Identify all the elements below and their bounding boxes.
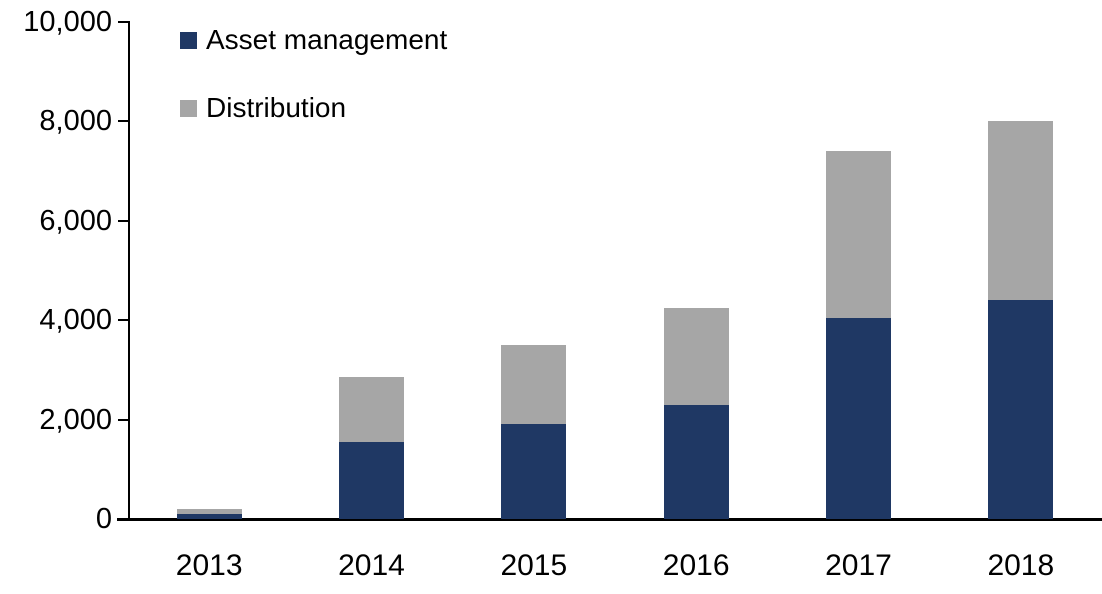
- legend-entry-distribution: Distribution: [180, 91, 447, 125]
- x-axis-label: 2016: [662, 549, 730, 582]
- y-axis-label: 6,000: [39, 204, 112, 237]
- x-axis-label: 2013: [175, 549, 243, 582]
- y-axis-label: 2,000: [39, 403, 112, 436]
- bar-segment-distribution-2013: [176, 509, 242, 515]
- y-axis-tick: [118, 319, 128, 321]
- y-axis-line: [128, 21, 130, 521]
- legend: Asset management Distribution: [180, 23, 447, 125]
- y-axis-tick: [118, 20, 128, 23]
- legend-swatch-distribution-icon: [180, 99, 197, 117]
- x-axis-label: 2015: [500, 549, 568, 582]
- x-axis-line: [117, 518, 1102, 521]
- bar-segment-distribution-2018: [988, 121, 1054, 301]
- bar-segment-asset-management-2017: [826, 317, 891, 519]
- y-axis-label: 8,000: [39, 105, 112, 137]
- y-axis-tick: [118, 120, 128, 122]
- bar-segment-asset-management-2018: [988, 300, 1054, 519]
- bar-segment-distribution-2014: [339, 377, 404, 442]
- bar-segment-asset-management-2013: [176, 514, 242, 519]
- y-axis-label: 10,000: [23, 5, 112, 38]
- y-axis-label: 4,000: [39, 304, 112, 336]
- bar-segment-asset-management-2016: [663, 404, 729, 519]
- y-axis-label: 0: [95, 503, 112, 535]
- x-axis-label: 2018: [987, 549, 1055, 582]
- x-axis-label: 2017: [825, 549, 892, 582]
- bar-segment-distribution-2015: [501, 344, 567, 425]
- y-axis-tick: [118, 219, 128, 222]
- legend-label-asset-management: Asset management: [206, 24, 448, 55]
- bar-segment-distribution-2017: [826, 150, 891, 318]
- bar-segment-asset-management-2014: [339, 441, 404, 519]
- legend-swatch-asset-management-icon: [180, 31, 197, 49]
- x-axis-label: 2014: [338, 549, 405, 582]
- legend-entry-asset-management: Asset management: [180, 23, 447, 57]
- legend-label-distribution: Distribution: [206, 92, 347, 123]
- y-axis-tick: [118, 418, 128, 421]
- bar-segment-asset-management-2015: [501, 424, 567, 519]
- bar-segment-distribution-2016: [663, 307, 729, 405]
